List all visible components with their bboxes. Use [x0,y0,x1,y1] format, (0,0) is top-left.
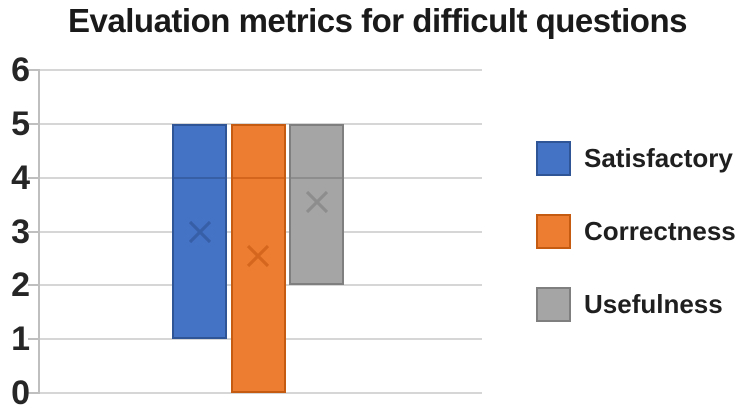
y-axis-label: 2 [11,266,30,305]
mean-x-marker-icon [303,188,331,216]
y-axis-label: 0 [11,374,30,412]
axis-tick [28,69,40,71]
gridline [40,392,482,394]
plot-area: 0 1 2 3 4 5 6 [11,51,482,412]
mean-x-marker-icon [244,242,272,270]
axis-tick [28,284,40,287]
median-line [230,176,286,179]
box-usefulness [289,123,344,286]
legend-item-usefulness: Usefulness [536,287,736,322]
legend-swatch-usefulness [536,287,571,322]
y-axis-label: 6 [11,51,30,89]
axis-tick [28,176,40,179]
axis-tick [28,122,40,125]
y-axis-label: 5 [11,104,30,143]
axis-tick [28,230,40,233]
legend-swatch-satisfactory [536,141,571,176]
legend: Satisfactory Correctness Usefulness [536,141,736,322]
axis-tick [28,338,40,341]
box-correctness [230,123,286,393]
y-axis-label: 3 [11,212,30,251]
legend-label: Correctness [584,216,736,246]
median-line [289,176,344,179]
mean-x-marker-icon [186,218,214,246]
axis-tick [28,392,40,394]
y-axis-label: 4 [11,158,30,197]
gridline [40,69,482,71]
y-axis-line [38,70,40,393]
y-axis-label: 1 [11,320,30,359]
legend-item-satisfactory: Satisfactory [536,141,736,176]
legend-swatch-correctness [536,214,571,249]
legend-item-correctness: Correctness [536,214,736,249]
legend-label: Usefulness [584,289,723,319]
median-line [172,176,227,179]
legend-label: Satisfactory [584,143,733,173]
chart-title: Evaluation metrics for difficult questio… [68,2,687,39]
